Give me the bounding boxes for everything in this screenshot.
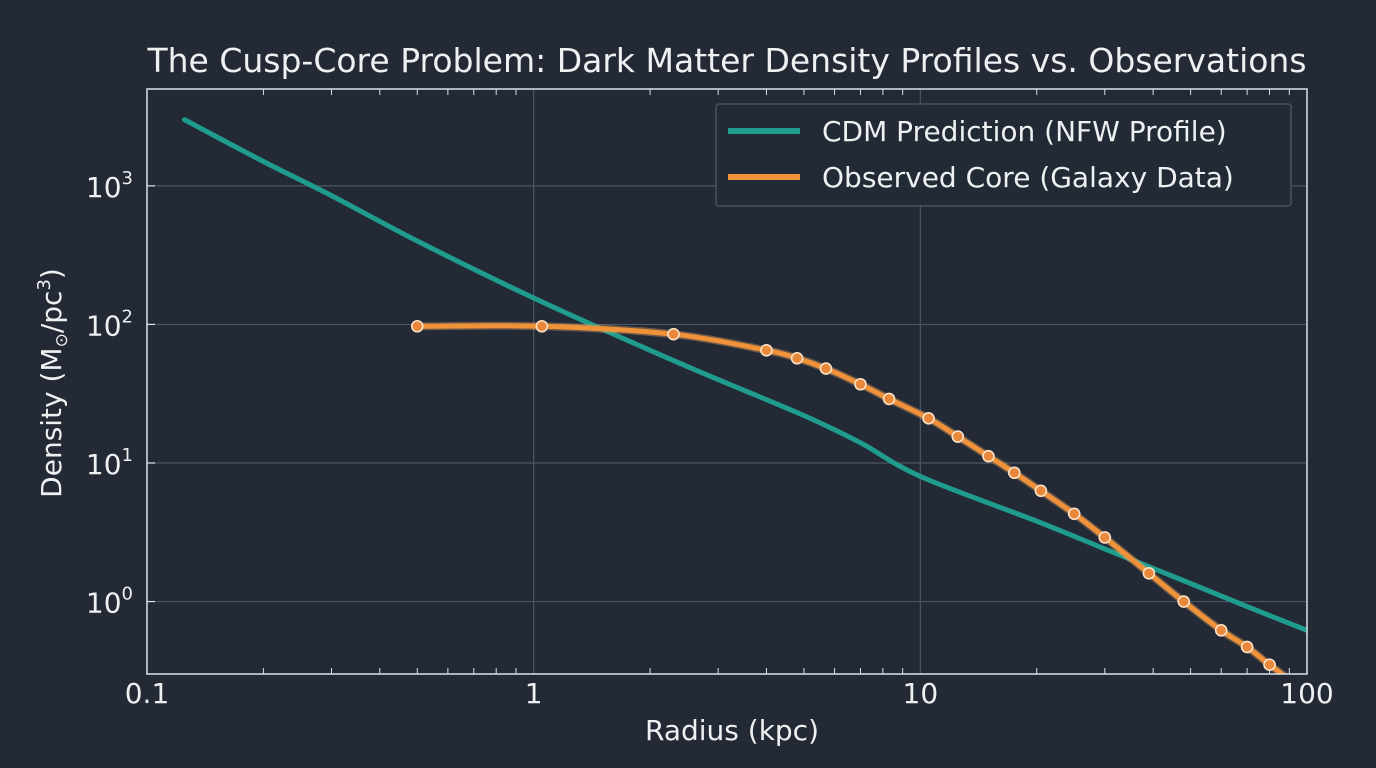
data-point — [1034, 484, 1048, 498]
y-axis-label-prefix: Density (M — [35, 347, 68, 497]
series-line — [414, 323, 1287, 674]
data-point — [1067, 507, 1081, 521]
y-tick-label: 100 — [86, 584, 133, 620]
x-tick-labels: 0.1 1 10 100 — [125, 677, 1334, 710]
x-tick-label: 0.1 — [125, 677, 170, 710]
y-tick-base: 10 — [86, 309, 122, 342]
series-line — [182, 117, 1307, 633]
legend-label: CDM Prediction (NFW Profile) — [822, 115, 1227, 148]
data-point — [535, 319, 549, 333]
data-point — [922, 412, 935, 425]
plot-frame — [146, 88, 1308, 675]
y-tick-base: 10 — [86, 587, 122, 620]
data-point — [819, 362, 833, 375]
data-point — [1177, 595, 1191, 608]
y-tick-exponent: 3 — [122, 168, 133, 189]
y-axis-label-unit: /pc — [35, 291, 68, 334]
x-tick-label: 10 — [903, 677, 939, 710]
data-point — [667, 327, 680, 341]
x-axis-label: Radius (kpc) — [645, 714, 819, 747]
data-point — [951, 430, 965, 443]
y-tick-exponent: 0 — [122, 584, 133, 605]
y-tick-label: 101 — [86, 445, 133, 481]
data-point — [1263, 658, 1276, 672]
y-axis-label: Density (M⊙/pc3) — [34, 268, 72, 498]
data-point — [760, 344, 773, 357]
y-tick-base: 10 — [86, 448, 122, 481]
data-point — [1142, 566, 1156, 580]
y-tick-base: 10 — [86, 171, 122, 204]
series-layer — [182, 117, 1307, 674]
x-tick-label: 100 — [1280, 677, 1333, 710]
chart-title: The Cusp-Core Problem: Dark Matter Densi… — [146, 41, 1306, 80]
y-tick-label: 102 — [86, 306, 133, 342]
data-point — [1098, 531, 1112, 544]
y-axis-label-exponent: 3 — [34, 279, 55, 290]
y-axis-label-suffix: ) — [35, 268, 68, 279]
data-point — [882, 392, 896, 406]
legend-label: Observed Core (Galaxy Data) — [822, 161, 1234, 194]
legend-box — [715, 103, 1292, 207]
data-point — [1008, 466, 1021, 480]
series-cdm-prediction — [182, 117, 1307, 633]
y-tick-exponent: 1 — [122, 445, 133, 466]
data-point — [1214, 624, 1228, 637]
x-tick-label: 1 — [525, 677, 543, 710]
data-point — [982, 449, 995, 463]
series-observed-core — [410, 319, 1289, 674]
data-point — [790, 351, 804, 365]
y-tick-label: 103 — [86, 168, 133, 204]
y-axis-label-symbol: ⊙ — [52, 333, 72, 347]
data-point — [410, 319, 424, 333]
data-point — [1240, 640, 1254, 654]
legend: CDM Prediction (NFW Profile) Observed Cor… — [715, 103, 1292, 207]
data-point — [854, 377, 867, 391]
y-tick-exponent: 2 — [122, 306, 133, 327]
